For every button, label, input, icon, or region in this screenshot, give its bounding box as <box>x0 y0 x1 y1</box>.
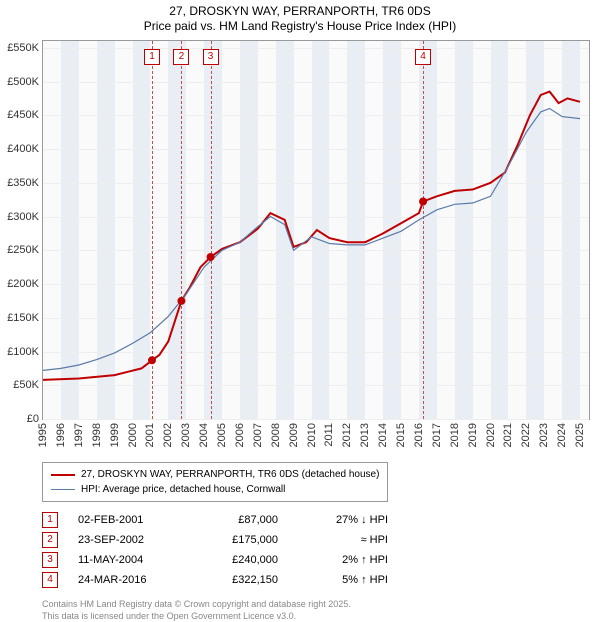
y-tick-label: £350K <box>7 177 39 189</box>
footer-line-1: Contains HM Land Registry data © Crown c… <box>42 598 600 610</box>
y-tick-label: £500K <box>7 76 39 88</box>
event-date: 23-SEP-2002 <box>78 530 178 550</box>
event-delta: ≈ HPI <box>298 530 388 550</box>
y-tick-label: £50K <box>13 379 39 391</box>
event-price: £87,000 <box>198 510 278 530</box>
x-tick-label: 2025 <box>574 423 586 447</box>
x-tick-label: 2014 <box>377 423 389 447</box>
x-tick-label: 2019 <box>467 423 479 447</box>
event-price: £322,150 <box>198 570 278 590</box>
x-tick-label: 2003 <box>180 423 192 447</box>
x-tick-label: 2022 <box>520 423 532 447</box>
x-tick-label: 2018 <box>449 423 461 447</box>
x-tick-label: 2023 <box>538 423 550 447</box>
title-line-2: Price paid vs. HM Land Registry's House … <box>0 19 600 34</box>
event-number: 3 <box>42 552 58 568</box>
title-line-1: 27, DROSKYN WAY, PERRANPORTH, TR6 0DS <box>0 4 600 19</box>
x-tick-label: 1997 <box>73 423 85 447</box>
y-tick-label: £150K <box>7 312 39 324</box>
x-tick-label: 2006 <box>234 423 246 447</box>
series-price_paid <box>43 92 580 380</box>
event-date: 02-FEB-2001 <box>78 510 178 530</box>
series-hpi <box>43 109 580 371</box>
events-table: 1 02-FEB-2001 £87,000 27% ↓ HPI 2 23-SEP-2002… <box>42 510 600 590</box>
event-date: 11-MAY-2004 <box>78 550 178 570</box>
x-tick-label: 2012 <box>341 423 353 447</box>
event-price: £175,000 <box>198 530 278 550</box>
x-tick-label: 2008 <box>270 423 282 447</box>
event-delta: 5% ↑ HPI <box>298 570 388 590</box>
chart-plot-area: £0£50K£100K£150K£200K£250K£300K£350K£400… <box>42 40 590 420</box>
y-tick-label: £200K <box>7 278 39 290</box>
x-tick-label: 1996 <box>55 423 67 447</box>
legend-label: HPI: Average price, detached house, Corn… <box>81 482 285 497</box>
event-dot <box>148 356 156 364</box>
x-tick-label: 2002 <box>162 423 174 447</box>
chart-title-block: 27, DROSKYN WAY, PERRANPORTH, TR6 0DS Pr… <box>0 0 600 34</box>
x-tick-label: 2010 <box>306 423 318 447</box>
x-tick-label: 2005 <box>216 423 228 447</box>
event-number: 2 <box>42 532 58 548</box>
x-tick-label: 2015 <box>395 423 407 447</box>
y-tick-label: £450K <box>7 109 39 121</box>
event-dot <box>177 297 185 305</box>
legend-row: 27, DROSKYN WAY, PERRANPORTH, TR6 0DS (d… <box>51 467 379 482</box>
y-tick-label: £300K <box>7 211 39 223</box>
event-number: 1 <box>42 512 58 528</box>
event-table-row: 3 11-MAY-2004 £240,000 2% ↑ HPI <box>42 550 600 570</box>
footer-note: Contains HM Land Registry data © Crown c… <box>42 598 600 622</box>
x-tick-label: 2001 <box>144 423 156 447</box>
event-table-row: 4 24-MAR-2016 £322,150 5% ↑ HPI <box>42 570 600 590</box>
event-dot <box>207 253 215 261</box>
x-tick-label: 1995 <box>37 423 49 447</box>
y-tick-label: £100K <box>7 346 39 358</box>
x-tick-label: 2007 <box>252 423 264 447</box>
y-tick-label: £550K <box>7 42 39 54</box>
event-delta: 27% ↓ HPI <box>298 510 388 530</box>
gridline <box>43 419 589 420</box>
legend-row: HPI: Average price, detached house, Corn… <box>51 482 379 497</box>
x-tick-label: 2021 <box>502 423 514 447</box>
x-tick-label: 2009 <box>288 423 300 447</box>
x-tick-label: 2020 <box>485 423 497 447</box>
x-tick-label: 2000 <box>127 423 139 447</box>
legend-swatch <box>51 474 75 476</box>
event-delta: 2% ↑ HPI <box>298 550 388 570</box>
legend-box: 27, DROSKYN WAY, PERRANPORTH, TR6 0DS (d… <box>42 462 388 502</box>
x-tick-label: 1999 <box>109 423 121 447</box>
y-tick-label: £250K <box>7 244 39 256</box>
event-price: £240,000 <box>198 550 278 570</box>
x-tick-label: 2024 <box>556 423 568 447</box>
x-tick-label: 2016 <box>413 423 425 447</box>
chart-svg <box>43 41 589 419</box>
x-tick-label: 2004 <box>198 423 210 447</box>
x-tick-label: 2013 <box>359 423 371 447</box>
x-tick-label: 2017 <box>431 423 443 447</box>
x-tick-label: 2011 <box>323 423 335 447</box>
event-table-row: 2 23-SEP-2002 £175,000 ≈ HPI <box>42 530 600 550</box>
legend-label: 27, DROSKYN WAY, PERRANPORTH, TR6 0DS (d… <box>81 467 379 482</box>
x-tick-label: 1998 <box>91 423 103 447</box>
y-tick-label: £400K <box>7 143 39 155</box>
legend-swatch <box>51 489 75 490</box>
event-table-row: 1 02-FEB-2001 £87,000 27% ↓ HPI <box>42 510 600 530</box>
event-date: 24-MAR-2016 <box>78 570 178 590</box>
event-dot <box>419 198 427 206</box>
footer-line-2: This data is licensed under the Open Gov… <box>42 610 600 622</box>
event-number: 4 <box>42 572 58 588</box>
